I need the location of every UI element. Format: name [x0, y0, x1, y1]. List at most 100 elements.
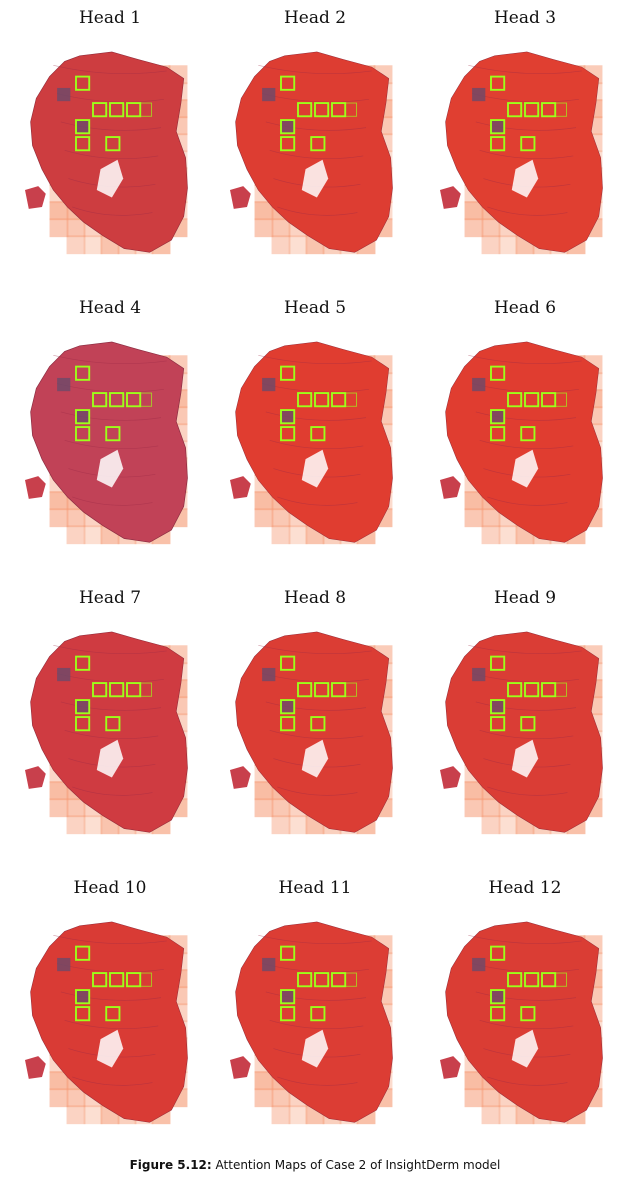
attention-map-cell: Head 3	[430, 0, 620, 270]
highlight-box	[297, 972, 313, 988]
tissue-fragment	[230, 766, 251, 789]
tissue-gap	[301, 449, 329, 488]
highlight-box	[92, 392, 108, 408]
figure-caption: Figure 5.12: Attention Maps of Case 2 of…	[0, 1158, 630, 1172]
attention-heatmap	[230, 341, 393, 545]
attention-patch	[271, 218, 291, 238]
tissue-texture	[468, 64, 582, 75]
highlight-box-faint	[344, 682, 358, 697]
highlight-box	[75, 136, 91, 152]
attention-heatmap	[25, 631, 188, 835]
head-title: Head 5	[283, 298, 347, 318]
highlight-box	[75, 699, 91, 715]
attention-overlay	[445, 52, 603, 253]
attention-overlay	[30, 632, 188, 833]
highlight-box	[314, 682, 330, 698]
tissue-texture	[258, 64, 372, 75]
tissue-fragment	[440, 1056, 461, 1079]
tissue-texture	[60, 411, 162, 421]
tissue-gap	[96, 739, 124, 778]
attention-patch	[464, 218, 484, 238]
dark-patch	[76, 410, 90, 424]
highlight-box	[280, 409, 296, 425]
highlight-box	[75, 409, 91, 425]
highlight-box	[310, 136, 326, 152]
highlight-box	[310, 1006, 326, 1022]
head-title: Head 9	[493, 588, 557, 608]
highlight-box	[280, 699, 296, 715]
highlight-box	[75, 426, 91, 442]
attention-patch	[66, 815, 86, 835]
attention-patch	[481, 235, 501, 255]
attention-patch	[49, 798, 69, 818]
attention-patch	[498, 235, 518, 255]
head-title: Head 10	[73, 878, 147, 898]
dark-patch	[57, 87, 71, 102]
dark-patch	[281, 120, 295, 134]
attention-patch	[481, 815, 501, 835]
attention-patch	[271, 1105, 291, 1125]
highlight-box-faint	[344, 972, 358, 987]
highlight-box	[105, 426, 121, 442]
attention-patch	[66, 218, 86, 238]
attention-patch	[464, 491, 484, 511]
attention-overlay	[30, 342, 188, 543]
attention-overlay	[445, 632, 603, 833]
attention-overlay	[235, 342, 393, 543]
attention-patch	[49, 781, 69, 801]
highlight-box	[520, 1006, 536, 1022]
tissue-texture	[60, 991, 162, 1001]
attention-patch	[481, 525, 501, 545]
attention-patch	[271, 815, 291, 835]
attention-patch	[254, 781, 274, 801]
highlight-box	[297, 682, 313, 698]
highlight-box	[92, 972, 108, 988]
highlight-box	[297, 392, 313, 408]
highlight-box	[105, 1006, 121, 1022]
attention-heatmap	[230, 921, 393, 1125]
tissue-section	[30, 341, 188, 543]
highlight-box	[520, 426, 536, 442]
highlight-box	[280, 1006, 296, 1022]
highlight-box	[92, 102, 108, 118]
highlight-box	[280, 365, 296, 381]
attention-heatmap	[440, 921, 603, 1125]
tissue-texture	[258, 354, 372, 365]
highlight-box	[490, 699, 506, 715]
attention-map-cell: Head 1	[15, 0, 205, 270]
attention-patch	[498, 1105, 518, 1125]
attention-patch	[481, 508, 501, 528]
highlight-box	[524, 392, 540, 408]
attention-overlay	[235, 632, 393, 833]
highlight-box	[105, 136, 121, 152]
attention-patch	[49, 201, 69, 221]
tissue-gap	[96, 449, 124, 488]
highlight-box	[280, 716, 296, 732]
highlight-box	[507, 972, 523, 988]
highlight-box-faint	[344, 392, 358, 407]
highlight-box	[490, 716, 506, 732]
highlight-box	[105, 716, 121, 732]
tissue-texture	[479, 729, 574, 739]
dark-patch	[491, 410, 505, 424]
tissue-texture	[269, 729, 364, 739]
tissue-texture	[277, 1076, 358, 1086]
tissue-texture	[277, 786, 358, 796]
highlight-box	[314, 102, 330, 118]
attention-patch	[271, 508, 291, 528]
attention-patch	[66, 525, 86, 545]
attention-patch	[498, 815, 518, 835]
tissue-fragment	[440, 186, 461, 209]
tissue-gap	[96, 1029, 124, 1068]
attention-heatmap	[25, 51, 188, 255]
attention-patch	[254, 201, 274, 221]
attention-overlay	[445, 922, 603, 1123]
attention-heatmap	[440, 51, 603, 255]
tissue-gap	[511, 1029, 539, 1068]
highlight-box-faint	[554, 102, 568, 117]
highlight-box	[297, 102, 313, 118]
highlight-box	[314, 972, 330, 988]
attention-patch	[66, 1088, 86, 1108]
tissue-fragment	[440, 476, 461, 499]
